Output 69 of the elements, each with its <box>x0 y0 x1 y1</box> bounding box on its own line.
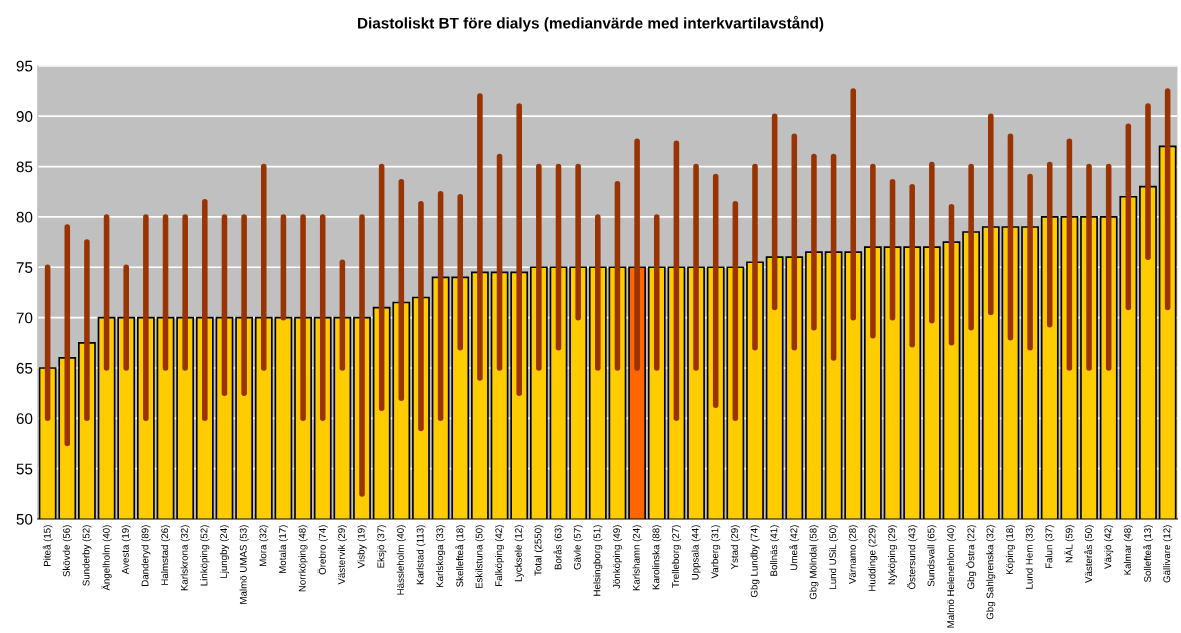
x-tick-label: Mora (32) <box>259 525 269 566</box>
x-tick-label: Eksjö (37) <box>377 525 387 568</box>
x-tick-label: Skellefteå (18) <box>455 525 466 587</box>
x-tick-label: Karolinska (88) <box>652 525 662 590</box>
x-tick-label: Motala (17) <box>278 525 288 573</box>
x-tick-label: Ljungby (24) <box>219 525 229 578</box>
x-tick-label: Västerås (50) <box>1084 525 1094 583</box>
x-tick-label: Gbg Lundby (74) <box>750 525 760 598</box>
y-tick-label: 70 <box>16 312 33 324</box>
x-tick-label: Gbg Sahlgrenska (32) <box>986 525 996 620</box>
x-tick-label: Umeå (42) <box>789 525 800 570</box>
y-tick-label: 80 <box>16 211 33 223</box>
x-tick-label: Västervik (29) <box>337 525 347 585</box>
y-tick-label: 50 <box>16 513 33 525</box>
y-tick-label: 85 <box>16 161 33 173</box>
y-tick-label: 55 <box>16 463 33 475</box>
x-tick-label: Köping (18) <box>1005 525 1015 575</box>
x-tick-label: Lycksele (12) <box>514 525 524 582</box>
x-tick-label: Halmstad (26) <box>160 525 171 585</box>
x-tick-label: Karlskoga (33) <box>436 525 446 588</box>
x-tick-label: Nyköping (29) <box>888 525 898 585</box>
x-tick-label: Total (2550) <box>534 525 544 576</box>
x-tick-label: Örebro (74) <box>317 525 328 575</box>
x-tick-label: NÄL (59) <box>1064 525 1075 563</box>
y-tick-label: 60 <box>16 413 33 425</box>
x-tick-label: Skövde (56) <box>62 525 72 577</box>
x-tick-label: Malmö UMAS (53) <box>239 525 249 604</box>
x-tick-label: Lund USiL (50) <box>829 525 839 589</box>
x-tick-label: Sollefteå (13) <box>1143 525 1153 582</box>
x-tick-label: Sunderby (52) <box>82 525 92 586</box>
x-tick-label: Huddinge (229) <box>868 525 878 591</box>
x-tick-label: Linköping (52) <box>200 525 210 586</box>
x-tick-label: Gällivare (12) <box>1163 525 1173 583</box>
x-tick-label: Sundsvall (65) <box>927 525 937 587</box>
y-tick-label: 75 <box>16 262 33 273</box>
x-tick-label: Bollnäs (41) <box>770 525 780 576</box>
x-tick-label: Borås (63) <box>553 525 564 570</box>
x-tick-label: Trelleborg (27) <box>671 525 681 588</box>
x-tick-label: Norrköping (48) <box>298 525 308 592</box>
x-tick-label: Karlshamn (24) <box>632 525 642 591</box>
x-tick-label: Danderyd (89) <box>141 525 151 586</box>
x-tick-label: Ystad (29) <box>730 525 740 570</box>
x-tick-label: Uppsala (44) <box>691 525 701 580</box>
chart-title: Diastoliskt BT före dialys (medianvärde med interkvartilavstånd) <box>358 15 824 32</box>
y-tick-label: 90 <box>16 111 33 122</box>
x-tick-label: Växjö (42) <box>1104 525 1114 569</box>
x-tick-label: Hässleholm (40) <box>396 525 406 595</box>
x-tick-label: Ängelholm (40) <box>101 525 112 591</box>
x-tick-label: Malmö Helenehlom (40) <box>946 525 957 628</box>
x-tick-label: Eskilstuna (50) <box>475 525 485 589</box>
x-tick-label: Lund Hem (33) <box>1025 525 1035 589</box>
x-tick-label: Östersund (43) <box>907 525 918 589</box>
x-tick-label: Visby (19) <box>357 525 367 569</box>
x-tick-label: Avesta (19) <box>121 525 131 575</box>
x-tick-label: Karlskrona (32) <box>180 525 190 591</box>
y-tick-label: 65 <box>16 362 33 374</box>
x-tick-label: Varberg (31) <box>711 525 721 579</box>
x-tick-label: Helsingborg (51) <box>593 525 603 596</box>
x-tick-label: Karlstad (113) <box>416 525 426 585</box>
x-tick-label: Falköping (42) <box>495 525 505 586</box>
y-tick-label: 95 <box>16 60 33 72</box>
x-tick-label: Gbg Östra (22) <box>966 525 977 589</box>
x-tick-label: Gävle (57) <box>573 525 583 570</box>
x-tick-label: Gbg Mölndal (58) <box>809 525 819 600</box>
x-tick-label: Jönköping (49) <box>612 525 622 589</box>
x-tick-label: Piteå (15) <box>42 525 53 566</box>
x-tick-label: Falun (37) <box>1045 525 1055 569</box>
x-tick-label: Värnamo (28) <box>848 525 858 585</box>
x-tick-label: Kalmar (48) <box>1123 525 1133 575</box>
